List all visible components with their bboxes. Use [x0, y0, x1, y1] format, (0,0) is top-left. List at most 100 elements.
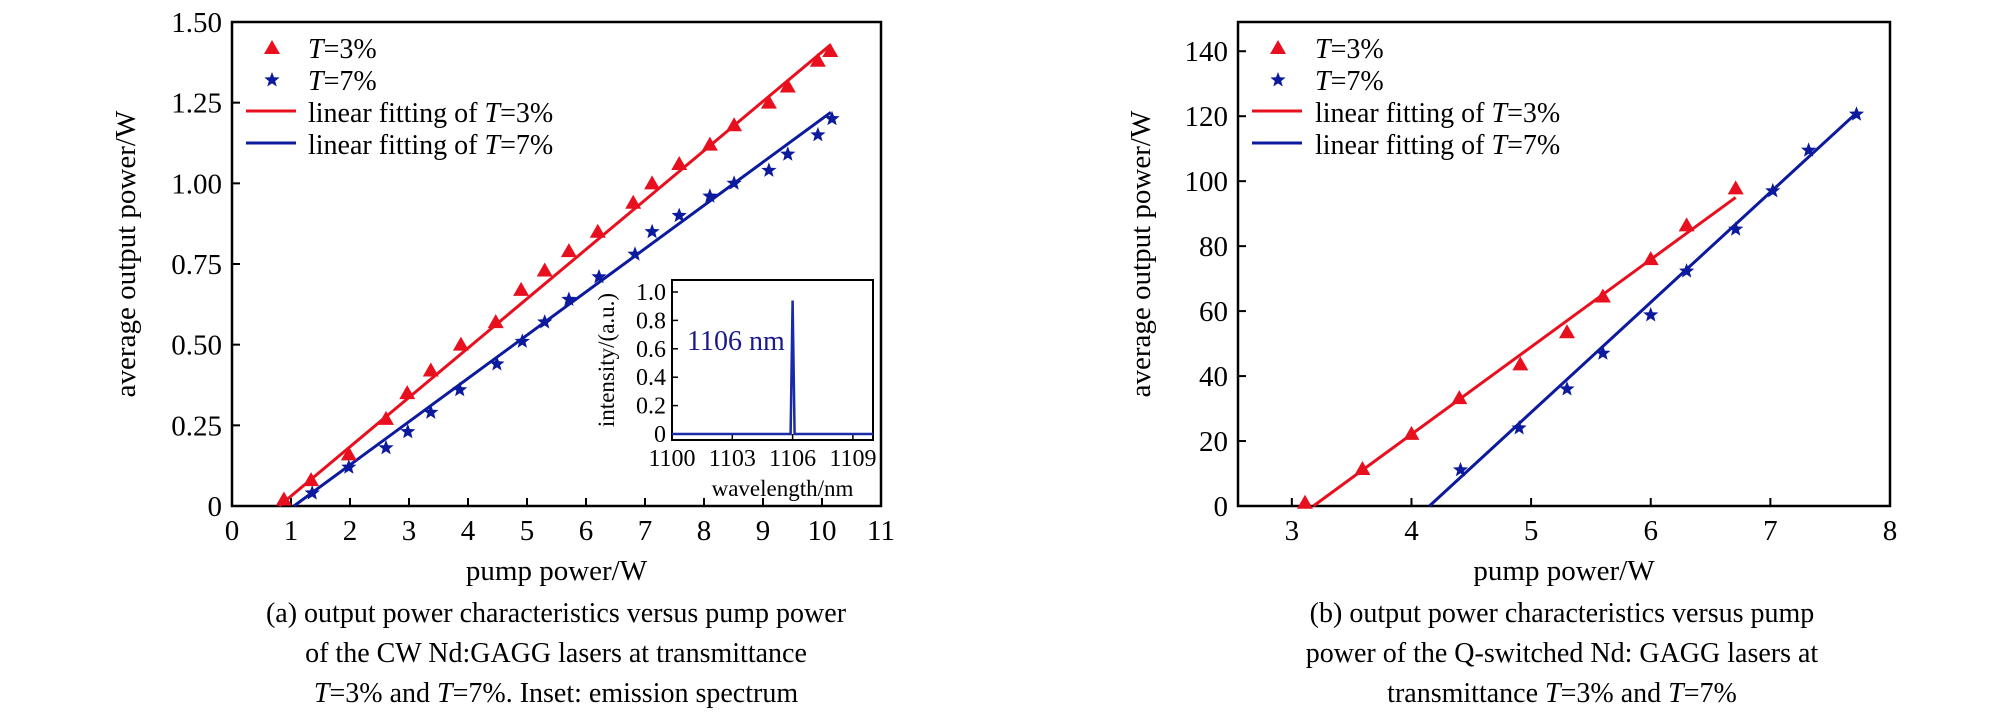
legend-label-part: =7%	[500, 130, 553, 161]
data-point-t7	[489, 356, 505, 371]
panel-a-chart: 0 1 2 3 4 5 6 7 8 9 10 1100.250.500.751.001.251.50p…	[110, 7, 895, 587]
data-point-t7	[1452, 461, 1469, 477]
fit-line-t3	[1312, 196, 1737, 508]
fit-line-t7	[293, 111, 832, 508]
inset-y-tick-label: 0.6	[636, 337, 666, 363]
legend: T=3%T=7%linear fitting of T=3%linear fit…	[1252, 34, 1560, 161]
inset-x-axis-title: wavelength/nm	[712, 476, 854, 501]
legend-label: linear fitting of T=7%	[308, 130, 553, 161]
legend-label-part: linear fitting of	[308, 130, 485, 161]
data-point-t3	[625, 194, 642, 209]
y-tick-label: 60	[1199, 296, 1228, 328]
inset-chart: 1100 1103 1106 1109 00.2 0.40.6 0.81.0 1106 nm w…	[594, 279, 876, 501]
caption-line-panel-a: T=3% and T=7%. Inset: emission spectrum	[314, 678, 798, 709]
x-tick-label: 8	[697, 515, 712, 547]
inset-peak-annotation: 1106 nm	[687, 326, 785, 357]
caption-line-panel-b: transmittance T=3% and T=7%	[1387, 678, 1737, 709]
caption-line-panel-a-part: =3% and	[329, 678, 437, 709]
data-point-t7	[726, 175, 742, 190]
legend-label-part: =3%	[324, 34, 377, 65]
inset-y-tick-label: 0.8	[636, 308, 666, 334]
data-point-t7	[761, 162, 777, 177]
caption-line-panel-a: of the CW Nd:GAGG lasers at transmittanc…	[305, 638, 807, 669]
data-point-t7	[1595, 345, 1611, 360]
data-point-t7	[591, 268, 607, 284]
data-point-t3	[589, 223, 606, 238]
x-tick-label: 6	[579, 515, 594, 547]
caption-line-panel-a-part: T	[314, 678, 332, 709]
data-point-t7	[824, 110, 840, 126]
y-tick-label: 100	[1185, 166, 1229, 198]
y-axis-title: average output power/W	[110, 110, 142, 397]
data-point-t7	[514, 333, 530, 348]
data-point-t7	[1643, 307, 1659, 322]
legend-label-part: T	[308, 34, 326, 65]
x-tick-label: 7	[638, 515, 653, 547]
inset-x-tick-label: 1100	[648, 446, 695, 472]
data-point-t3	[1512, 356, 1529, 371]
data-point-t3	[303, 472, 320, 487]
y-tick-label: 0.25	[171, 410, 222, 442]
caption-line-panel-b: power of the Q-switched Nd: GAGG lasers …	[1306, 638, 1819, 669]
legend-label-part: T	[1315, 66, 1333, 97]
legend-label-part: linear fitting of	[308, 98, 485, 129]
legend-star-icon	[264, 72, 280, 87]
data-point-t3	[1678, 217, 1695, 232]
x-tick-label: 5	[520, 515, 535, 547]
data-point-t7	[452, 381, 468, 397]
legend-label-part: linear fitting of	[1315, 130, 1492, 161]
caption-line-panel-a-part: of the CW Nd:GAGG lasers at transmittanc…	[305, 638, 807, 669]
data-point-t3	[1594, 288, 1611, 303]
inset-y-axis-title: intensity/(a.u.)	[594, 293, 619, 427]
data-point-t3	[422, 362, 439, 377]
inset-spectrum-line	[672, 300, 873, 436]
data-point-t3	[275, 491, 292, 506]
x-tick-label: 5	[1524, 515, 1539, 547]
x-tick-label: 3	[402, 515, 417, 547]
legend-label-part: T	[1315, 34, 1333, 65]
data-point-t3	[1296, 494, 1313, 509]
legend-label: T=3%	[1315, 34, 1384, 65]
x-tick-label: 3	[1285, 515, 1300, 547]
legend: T=3%T=7%linear fitting of T=3%linear fit…	[246, 34, 553, 161]
data-point-t3	[779, 78, 796, 93]
y-tick-label: 1.50	[171, 7, 222, 39]
y-tick-label: 0.75	[171, 249, 222, 281]
caption-line-panel-b-part: transmittance	[1387, 678, 1545, 709]
data-point-t3	[487, 314, 504, 329]
inset-y-tick-label: 0	[654, 422, 666, 448]
legend-label: linear fitting of T=7%	[1315, 130, 1560, 161]
caption-line-panel-b-part: T	[1545, 678, 1563, 709]
data-point-t7	[1728, 221, 1744, 236]
caption-line-panel-a-part: =7%. Inset: emission spectrum	[453, 678, 799, 709]
data-point-t7	[341, 459, 357, 474]
data-point-t3	[726, 117, 743, 132]
legend-label-part: linear fitting of	[1315, 98, 1492, 129]
data-point-t3	[701, 136, 718, 151]
data-point-t3	[560, 243, 577, 258]
legend-label-part: =3%	[1507, 98, 1560, 129]
data-point-t3	[1354, 460, 1371, 475]
inset-y-tick-label: 0.2	[636, 394, 666, 420]
data-point-t7	[304, 485, 320, 500]
x-tick-label: 8	[1883, 515, 1898, 547]
x-tick-label: 1	[284, 515, 299, 547]
x-tick-label: 2	[343, 515, 358, 547]
data-point-t7	[423, 404, 439, 419]
caption-line-panel-b-part: T	[1668, 678, 1686, 709]
fit-line-t3	[278, 43, 832, 508]
x-tick-label: 7	[1763, 515, 1778, 547]
y-tick-label: 1.00	[171, 168, 222, 200]
x-tick-label: 4	[461, 515, 476, 547]
data-point-t7	[1848, 106, 1865, 121]
caption-line-panel-b-part: =7%	[1684, 678, 1737, 709]
data-point-t7	[671, 207, 687, 223]
data-point-t7	[400, 423, 416, 439]
legend-triangle-icon	[1270, 40, 1286, 54]
y-tick-label: 80	[1199, 231, 1228, 263]
data-point-t3	[809, 52, 826, 67]
inset-y-tick-label: 0.4	[636, 365, 666, 391]
captions: (a) output power characteristics versus …	[266, 598, 1818, 709]
data-point-t7	[1511, 420, 1527, 435]
